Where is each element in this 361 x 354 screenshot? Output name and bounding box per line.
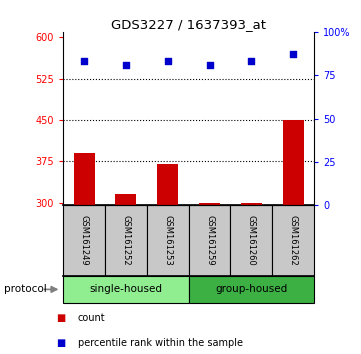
Bar bbox=[188, 205, 230, 276]
Text: GSM161260: GSM161260 bbox=[247, 215, 256, 266]
Point bbox=[206, 62, 212, 68]
Point bbox=[290, 52, 296, 57]
Point bbox=[248, 58, 254, 64]
Text: GSM161252: GSM161252 bbox=[121, 215, 130, 266]
Bar bbox=[157, 164, 178, 205]
Bar bbox=[116, 194, 136, 205]
Text: GSM161259: GSM161259 bbox=[205, 215, 214, 266]
Text: GSM161262: GSM161262 bbox=[289, 215, 298, 266]
Text: group-housed: group-housed bbox=[215, 284, 287, 295]
Bar bbox=[241, 202, 262, 205]
Bar bbox=[63, 205, 105, 276]
Text: ■: ■ bbox=[56, 338, 65, 348]
Bar bbox=[105, 205, 147, 276]
Text: GSM161253: GSM161253 bbox=[163, 215, 172, 266]
Bar bbox=[63, 276, 188, 303]
Title: GDS3227 / 1637393_at: GDS3227 / 1637393_at bbox=[111, 18, 266, 31]
Text: protocol: protocol bbox=[4, 284, 46, 295]
Bar bbox=[188, 276, 314, 303]
Point bbox=[165, 58, 171, 64]
Bar bbox=[74, 153, 95, 205]
Bar bbox=[199, 202, 220, 205]
Text: single-housed: single-housed bbox=[90, 284, 162, 295]
Point bbox=[81, 58, 87, 64]
Text: percentile rank within the sample: percentile rank within the sample bbox=[78, 338, 243, 348]
Bar bbox=[230, 205, 272, 276]
Text: GSM161249: GSM161249 bbox=[79, 215, 88, 266]
Text: count: count bbox=[78, 313, 105, 323]
Bar bbox=[283, 120, 304, 205]
Point bbox=[123, 62, 129, 68]
Bar bbox=[272, 205, 314, 276]
Bar bbox=[147, 205, 188, 276]
Text: ■: ■ bbox=[56, 313, 65, 323]
